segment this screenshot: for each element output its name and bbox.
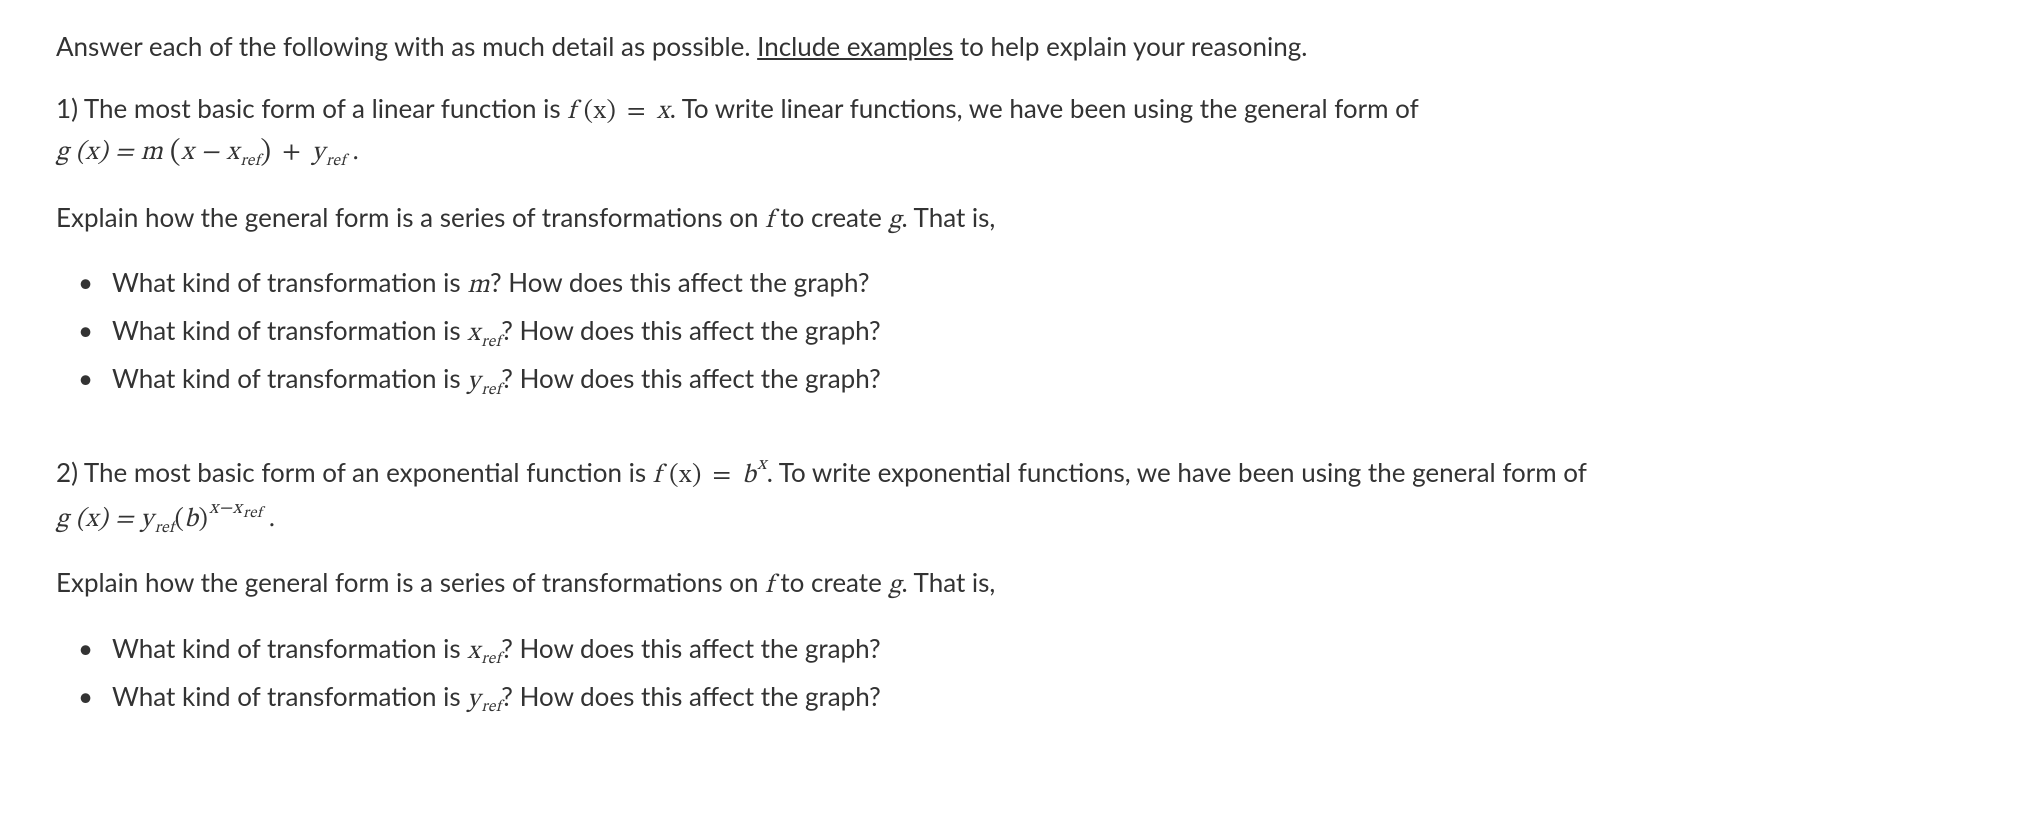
intro-text-pre: Answer each of the following with as muc… — [56, 30, 757, 62]
q2-b1-text-a: What kind of transformation is — [112, 632, 467, 664]
eq-paren-x: (x) — [584, 99, 617, 125]
q1-bullet-1: What kind of transformation is m? How do… — [56, 264, 1970, 306]
q1-bullet-list: What kind of transformation is m? How do… — [56, 264, 1970, 402]
eq-exponent: x−xref — [208, 500, 262, 518]
var-y: y — [467, 687, 480, 713]
eq-left: g (x) = y — [56, 507, 154, 533]
eq-base-b: b — [184, 507, 198, 533]
q2-bullet-list: What kind of transformation is xref? How… — [56, 630, 1970, 720]
q1-p2-b: to create — [774, 201, 889, 233]
q1-p2-sym-g: g — [888, 208, 901, 234]
q1-p2-sym-f: f — [765, 208, 773, 234]
eq-close-paren: ) — [260, 138, 271, 168]
q2-b1-var-xref: xref — [467, 639, 501, 665]
eq-close-paren: ) — [198, 507, 208, 533]
q2-number: 2) — [56, 456, 84, 488]
var-x: x — [467, 321, 480, 347]
eq-tail-sub: ref — [325, 153, 346, 169]
q2-paragraph-2: Explain how the general form is a series… — [56, 564, 1970, 606]
var-y: y — [467, 369, 480, 395]
q2-eq-general: g (x) = yref(b)x−xref . — [56, 507, 276, 533]
exp-sub: ref — [242, 505, 262, 521]
q1-p1-text-a: The most basic form of a linear function… — [84, 92, 567, 124]
q2-p1-text-a: The most basic form of an exponential fu… — [84, 456, 653, 488]
eq-sym-f: f — [653, 463, 663, 489]
q1-b2-var-xref: xref — [467, 321, 501, 347]
q1-eq-basic: f (x) = x — [567, 99, 669, 125]
eq-equals: = — [616, 99, 656, 125]
q1-b2-text-a: What kind of transformation is — [112, 314, 467, 346]
q1-bullet-3: What kind of transformation is yref? How… — [56, 360, 1970, 402]
q2-p2-a: Explain how the general form is a series… — [56, 566, 765, 598]
sub-ref: ref — [480, 382, 501, 398]
intro-paragraph: Answer each of the following with as muc… — [56, 28, 1970, 66]
sub-ref: ref — [480, 651, 501, 667]
exp-pre: x−x — [209, 500, 242, 518]
document-body: Answer each of the following with as muc… — [56, 28, 1970, 720]
q1-p2-c: . That is, — [902, 201, 996, 233]
q1-paragraph-2: Explain how the general form is a series… — [56, 199, 1970, 241]
q2-p2-sym-g: g — [888, 573, 901, 599]
q2-paragraph-1: 2) The most basic form of an exponential… — [56, 452, 1970, 540]
eq-open-paren: ( — [175, 507, 185, 533]
eq-period: . — [346, 140, 359, 166]
q1-b2-text-b: ? How does this affect the graph? — [501, 314, 881, 346]
vertical-spacer — [56, 426, 1970, 452]
q1-p1-text-b: . To write linear functions, we have bee… — [670, 92, 1419, 124]
q1-b1-text-b: ? How does this affect the graph? — [490, 266, 870, 298]
q1-b3-text-b: ? How does this affect the graph? — [501, 362, 881, 394]
q2-p2-c: . That is, — [902, 566, 996, 598]
eq-period: . — [262, 507, 275, 533]
q1-number: 1) — [56, 92, 84, 124]
eq-exp-x: x — [756, 456, 766, 474]
q1-paragraph-1: 1) The most basic form of a linear funct… — [56, 90, 1970, 175]
q2-bullet-2: What kind of transformation is yref? How… — [56, 678, 1970, 720]
intro-underline: Include examples — [757, 30, 953, 62]
eq-plus: + — [272, 140, 312, 166]
eq-rhs-x: x — [657, 99, 670, 125]
intro-text-post: to help explain your reasoning. — [953, 30, 1307, 62]
q1-b3-var-yref: yref — [467, 369, 501, 395]
q1-b1-var-m: m — [467, 273, 490, 299]
q2-bullet-1: What kind of transformation is xref? How… — [56, 630, 1970, 672]
q1-b1-text-a: What kind of transformation is — [112, 266, 467, 298]
eq-tail-y: y — [312, 140, 325, 166]
eq-equals: = — [702, 463, 742, 489]
q2-p2-b: to create — [774, 566, 889, 598]
eq-left: g (x) = m — [56, 140, 170, 166]
eq-sym-f: f — [567, 99, 577, 125]
q2-b2-text-b: ? How does this affect the graph? — [501, 680, 881, 712]
q2-b2-var-yref: yref — [467, 687, 501, 713]
eq-inner-pre: x − x — [181, 140, 239, 166]
q1-bullet-2: What kind of transformation is xref? How… — [56, 312, 1970, 354]
eq-inner-sub: ref — [239, 153, 260, 169]
q1-p2-a: Explain how the general form is a series… — [56, 201, 765, 233]
eq-base-b: b — [742, 463, 756, 489]
q1-b3-text-a: What kind of transformation is — [112, 362, 467, 394]
sub-ref: ref — [480, 334, 501, 350]
eq-open-paren: ( — [170, 138, 181, 168]
q2-p1-text-b: . To write exponential functions, we hav… — [767, 456, 1587, 488]
q2-b1-text-b: ? How does this affect the graph? — [501, 632, 881, 664]
q2-p2-sym-f: f — [765, 573, 773, 599]
var-x: x — [467, 639, 480, 665]
q2-b2-text-a: What kind of transformation is — [112, 680, 467, 712]
q1-eq-general: g (x) = m (x − xref) + yref . — [56, 140, 359, 166]
sub-ref: ref — [480, 699, 501, 715]
eq-paren-x: (x) — [669, 463, 702, 489]
q2-eq-basic: f (x) = bx — [653, 463, 767, 489]
eq-left-sub: ref — [154, 520, 175, 536]
